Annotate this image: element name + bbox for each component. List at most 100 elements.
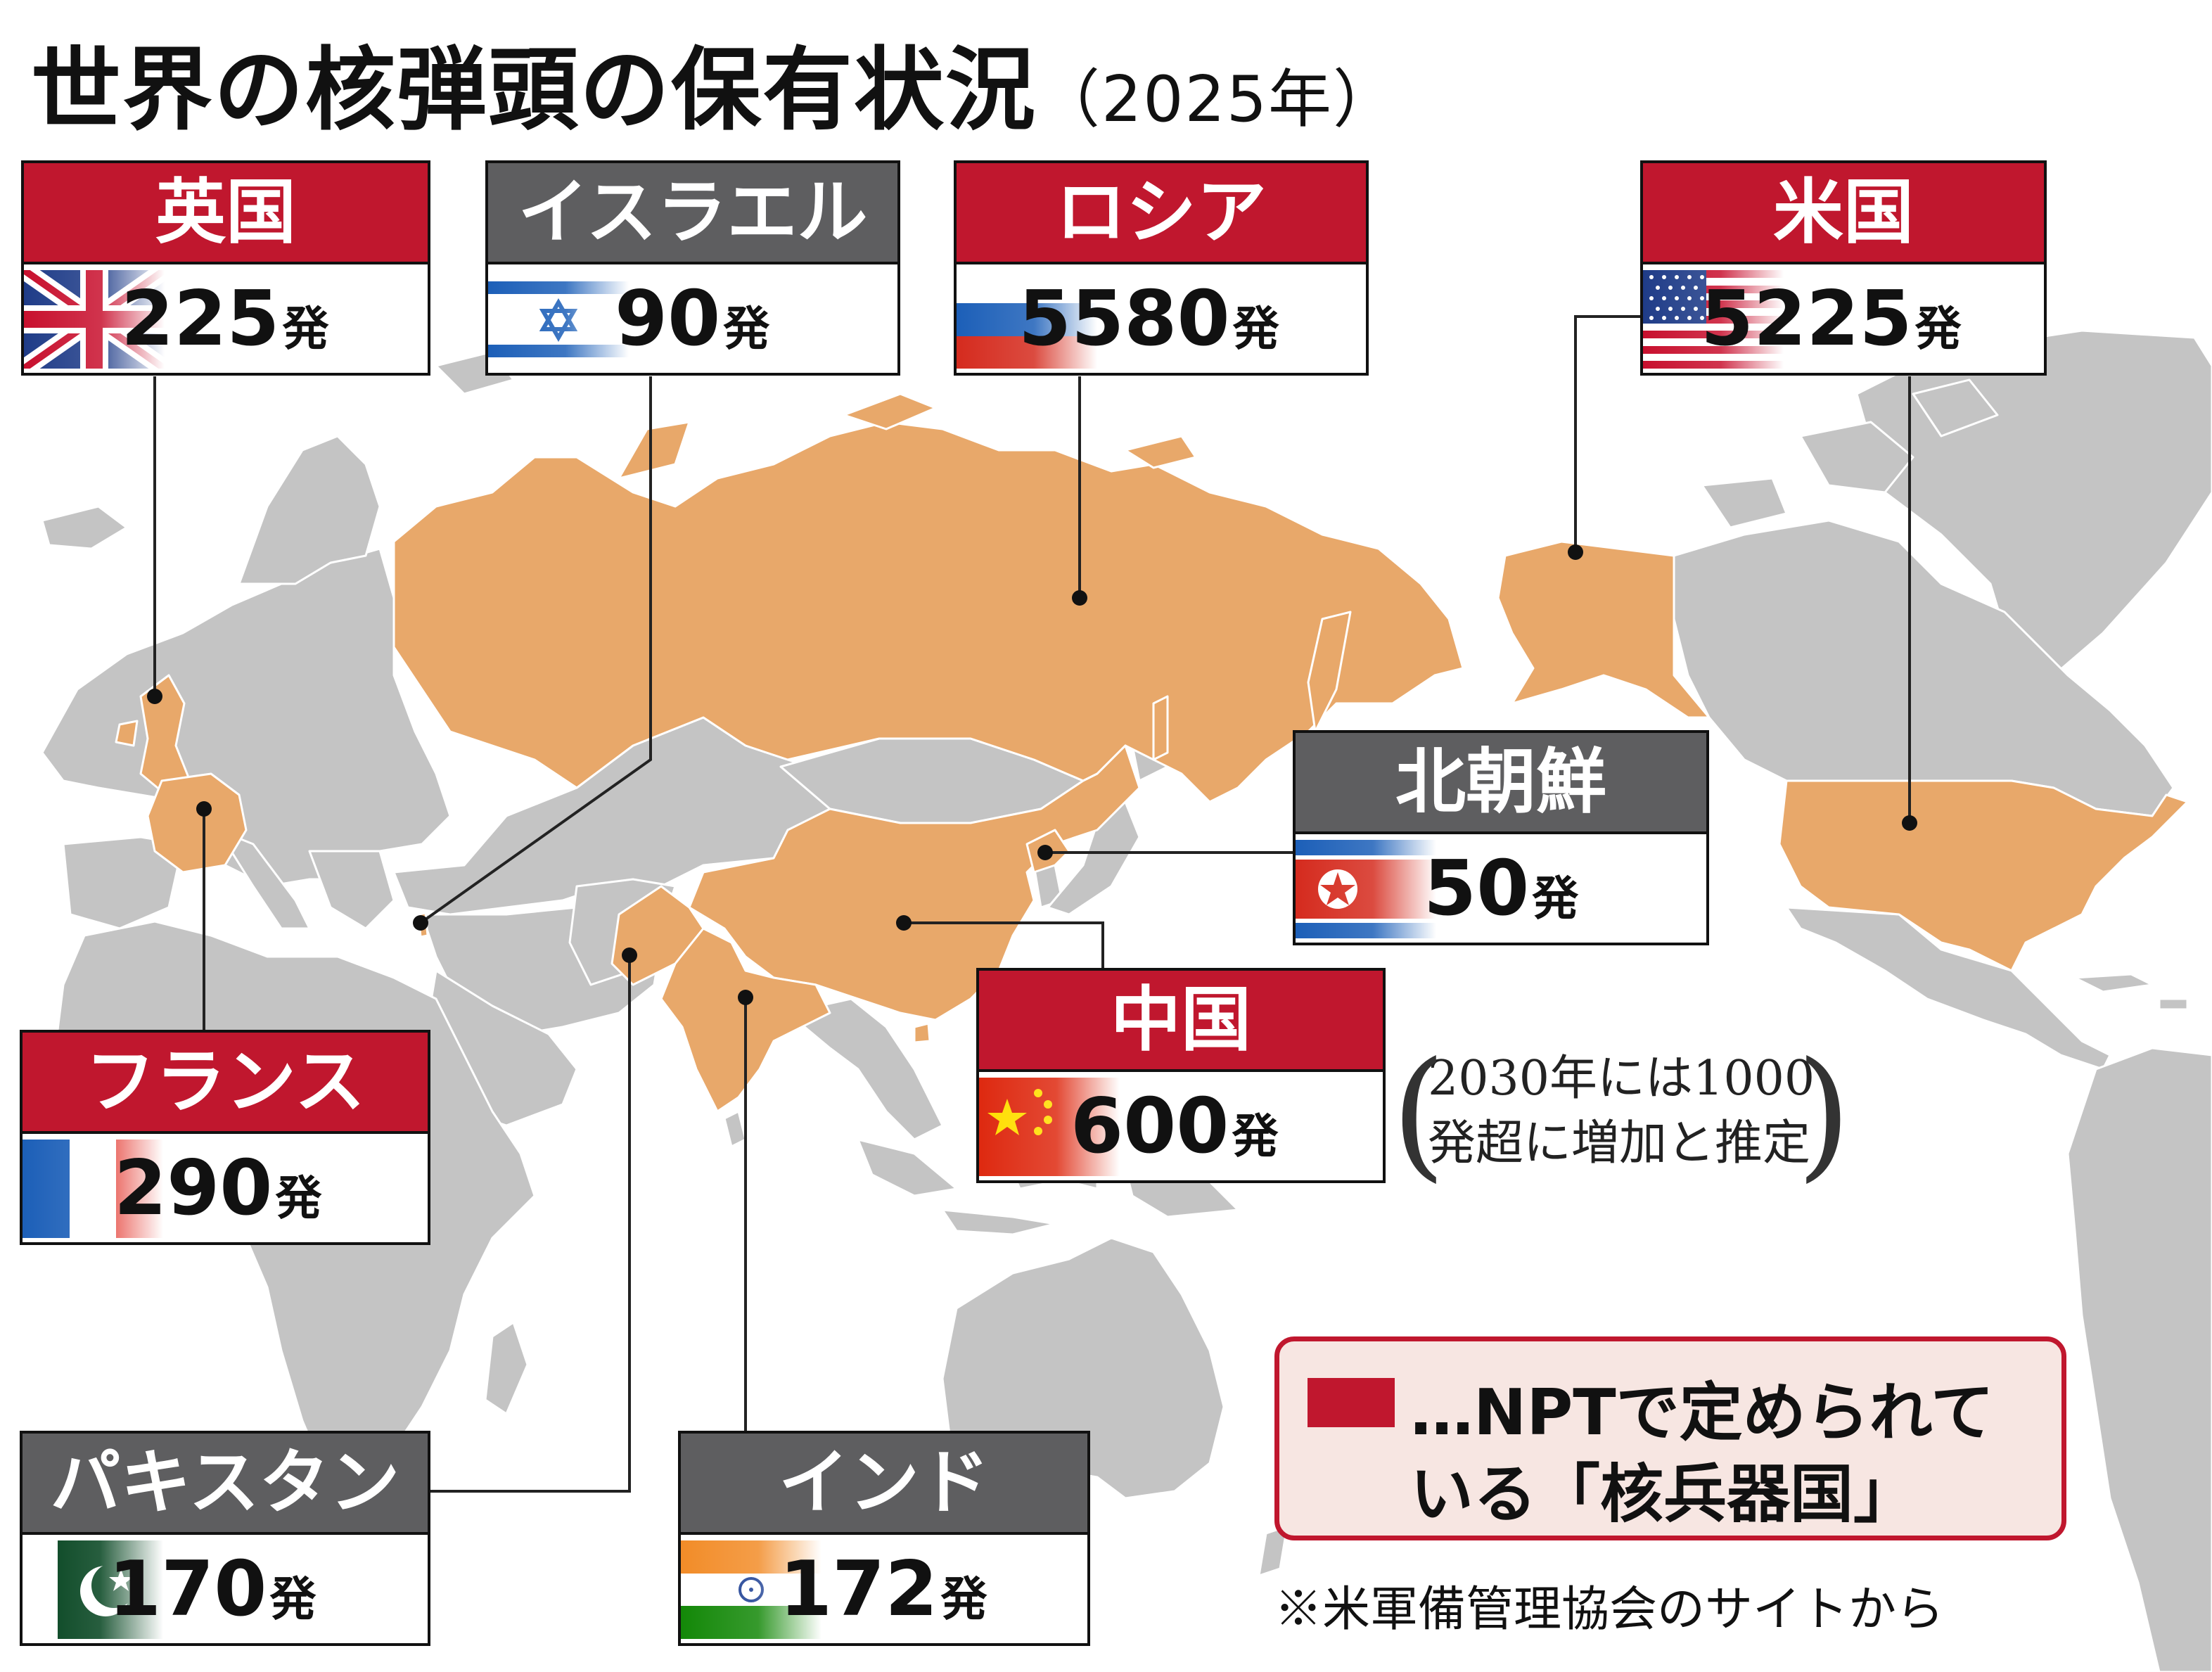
- map-title: 世界の核弾頭の保有状況（2025年）: [31, 17, 1398, 147]
- title-year: （2025年）: [1037, 63, 1398, 136]
- card-russia: ロシア 5580 発: [954, 160, 1369, 376]
- card-china-count: 600 発: [1070, 1072, 1278, 1180]
- israel-flag-icon: [488, 270, 629, 369]
- dot-alaska: [1568, 544, 1583, 560]
- card-india-number: 172: [779, 1545, 938, 1633]
- card-israel: イスラエル 90 発: [485, 160, 900, 376]
- madagascar: [484, 1321, 529, 1415]
- card-france-count: 290 発: [114, 1134, 321, 1242]
- card-russia-number: 5580: [1018, 274, 1230, 363]
- dot-uk: [147, 689, 162, 704]
- card-france: フランス 290 発: [20, 1030, 430, 1245]
- note-line-2: 発超に増加と推定: [1428, 1116, 1811, 1171]
- card-nkorea: 北朝鮮 50 発: [1293, 730, 1709, 945]
- card-india-unit: 発: [940, 1572, 987, 1626]
- arctic-islands: [1701, 378, 1999, 529]
- location-dots: [147, 544, 1917, 1005]
- scandinavia: [238, 435, 381, 585]
- card-china: 中国 600 発: [976, 968, 1386, 1183]
- legend-swatch-npt: [1308, 1378, 1395, 1427]
- sri-lanka: [723, 1110, 747, 1148]
- iberia: [62, 836, 184, 930]
- card-france-unit: 発: [275, 1171, 322, 1225]
- source-note: ※米軍備管理協会のサイトから: [1274, 1582, 1945, 1638]
- dot-china: [896, 915, 912, 931]
- dot-india: [738, 990, 753, 1005]
- usa-flag-icon: [1643, 270, 1784, 369]
- card-usa-number: 5225: [1701, 274, 1912, 363]
- card-france-name: フランス: [23, 1033, 428, 1134]
- card-usa-count: 5225 発: [1701, 264, 1962, 373]
- card-uk-number: 225: [121, 274, 280, 363]
- dot-usa: [1902, 815, 1917, 831]
- card-usa: 米国 5225 発: [1640, 160, 2047, 376]
- europe: [41, 547, 452, 888]
- card-pakistan-count: 170 発: [108, 1535, 316, 1643]
- south-america: [2066, 1047, 2212, 1672]
- card-uk: 英国 225 発: [21, 160, 430, 376]
- land-france: [146, 772, 248, 874]
- card-israel-number: 90: [615, 274, 721, 363]
- card-israel-count: 90 発: [615, 264, 769, 373]
- card-india: インド 172 発: [678, 1431, 1090, 1646]
- note-left-paren: (: [1391, 1032, 1447, 1196]
- land-usa: [1778, 779, 2189, 972]
- card-uk-name: 英国: [24, 163, 428, 264]
- card-india-name: インド: [681, 1434, 1087, 1535]
- china-projection-note: ( 2030年には1000 発超に増加と推定 ): [1391, 1044, 1851, 1185]
- dot-russia: [1072, 590, 1087, 606]
- card-russia-name: ロシア: [957, 163, 1366, 264]
- india-flag-icon: [681, 1540, 821, 1639]
- card-russia-count: 5580 発: [1018, 264, 1279, 373]
- dot-israel: [413, 915, 428, 931]
- leader-israel: [419, 376, 652, 924]
- pakistan-flag-icon: [23, 1540, 163, 1639]
- card-china-unit: 発: [1232, 1109, 1279, 1163]
- card-nkorea-number: 50: [1424, 844, 1530, 933]
- legend-text-line-1: …NPTで定められて: [1410, 1376, 1994, 1450]
- card-china-name: 中国: [979, 971, 1383, 1072]
- card-france-number: 290: [114, 1144, 273, 1232]
- legend-text-line-2: いる「核兵器国」: [1410, 1457, 1917, 1531]
- card-nkorea-unit: 発: [1532, 872, 1579, 926]
- leader-usa: [1574, 315, 1640, 552]
- card-uk-unit: 発: [282, 302, 329, 356]
- note-line-1: 2030年には1000: [1428, 1051, 1815, 1106]
- card-pakistan-unit: 発: [269, 1572, 317, 1626]
- legend-box: …NPTで定められて いる「核兵器国」: [1274, 1336, 2066, 1540]
- card-israel-name: イスラエル: [488, 163, 897, 264]
- caribbean: [2073, 973, 2189, 1011]
- iceland: [41, 505, 128, 550]
- card-pakistan-number: 170: [108, 1545, 267, 1633]
- card-russia-unit: 発: [1232, 302, 1279, 356]
- dot-nkorea: [1037, 845, 1053, 860]
- france-flag-icon: [23, 1140, 163, 1238]
- dot-pakistan: [622, 947, 637, 963]
- leader-china: [904, 921, 1104, 968]
- mexico-central-america: [1785, 906, 2111, 1071]
- card-israel-unit: 発: [723, 302, 770, 356]
- card-pakistan-name: パキスタン: [23, 1434, 428, 1535]
- russia-flag-icon: [957, 270, 1097, 369]
- land-russia-arctic: [618, 393, 1197, 480]
- leader-lines: [153, 315, 1911, 1493]
- card-india-count: 172 発: [779, 1535, 987, 1643]
- china-flag-icon: [979, 1078, 1120, 1176]
- land-hainan: [913, 1022, 931, 1044]
- card-nkorea-count: 50 発: [1424, 834, 1578, 943]
- land-alaska: [1497, 540, 1711, 719]
- card-usa-name: 米国: [1643, 163, 2044, 264]
- title-main: 世界の核弾頭の保有状況: [31, 38, 1037, 143]
- uk-flag-icon: [24, 270, 165, 369]
- leader-pakistan: [429, 955, 631, 1493]
- dot-france: [196, 801, 212, 817]
- card-uk-count: 225 発: [121, 264, 328, 373]
- card-pakistan: パキスタン 170 発: [20, 1431, 430, 1646]
- land-kamchatka: [1152, 611, 1352, 761]
- italy-balkans: [217, 829, 395, 930]
- card-nkorea-name: 北朝鮮: [1296, 733, 1706, 834]
- southeast-asia: [786, 997, 944, 1141]
- note-right-paren: ): [1796, 1032, 1852, 1196]
- land-russia: [392, 421, 1464, 803]
- card-china-number: 600: [1070, 1082, 1229, 1170]
